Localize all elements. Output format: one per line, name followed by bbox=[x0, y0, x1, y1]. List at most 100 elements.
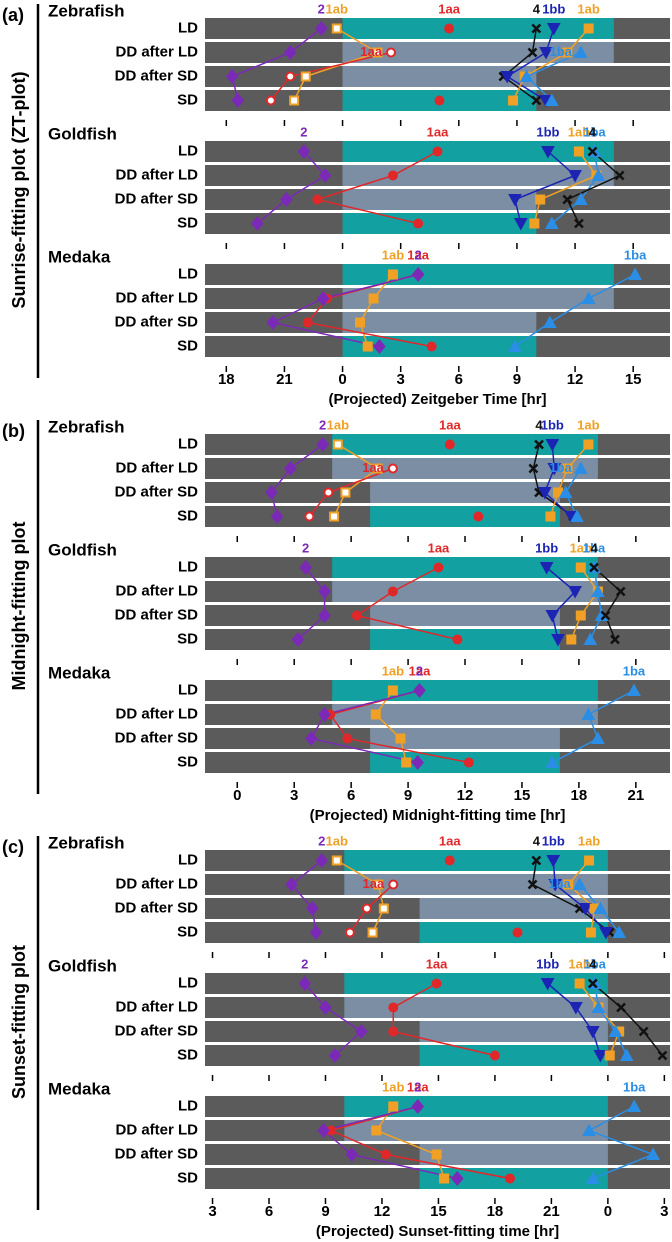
series-line bbox=[314, 150, 438, 225]
marker bbox=[285, 71, 296, 82]
marker bbox=[300, 71, 311, 82]
marker bbox=[531, 855, 542, 866]
gene-label: 2 bbox=[415, 247, 422, 262]
marker bbox=[304, 730, 318, 747]
condition-label: DD after LD bbox=[115, 875, 198, 892]
marker bbox=[547, 463, 562, 476]
series-line bbox=[543, 444, 572, 518]
marker bbox=[452, 634, 463, 645]
series-line bbox=[256, 151, 327, 225]
marker bbox=[546, 23, 561, 36]
marker bbox=[545, 610, 560, 623]
marker bbox=[573, 461, 588, 474]
light-band bbox=[344, 850, 608, 871]
gene-label: 1ab bbox=[577, 1, 599, 16]
marker bbox=[387, 170, 398, 181]
marker bbox=[591, 731, 605, 744]
marker bbox=[329, 511, 340, 522]
series-line bbox=[552, 860, 607, 933]
series-line bbox=[547, 982, 602, 1056]
marker bbox=[573, 146, 584, 157]
x-tick-label: 21 bbox=[627, 787, 644, 804]
condition-label: LD bbox=[178, 558, 198, 575]
marker bbox=[574, 192, 588, 205]
gene-label: 1aa bbox=[438, 1, 460, 16]
condition-label: LD bbox=[178, 19, 198, 36]
marker bbox=[331, 855, 342, 866]
marker bbox=[627, 683, 641, 696]
marker bbox=[545, 755, 560, 768]
marker bbox=[289, 95, 300, 106]
marker bbox=[508, 194, 522, 207]
marker bbox=[463, 757, 474, 768]
gene-label: 4 bbox=[589, 956, 597, 971]
marker bbox=[450, 1170, 464, 1187]
marker bbox=[362, 341, 373, 352]
condition-label: DD after LD bbox=[115, 998, 198, 1015]
gene-label: 1ba bbox=[549, 44, 572, 59]
marker bbox=[500, 71, 515, 84]
light-band bbox=[370, 629, 560, 650]
species-name: Zebrafish bbox=[48, 1, 125, 20]
light-band bbox=[332, 557, 598, 578]
panel-label: (b) bbox=[2, 421, 25, 441]
series-line bbox=[392, 982, 496, 1057]
marker bbox=[616, 1002, 626, 1013]
condition-label: LD bbox=[178, 265, 198, 282]
marker bbox=[395, 733, 406, 744]
marker bbox=[431, 978, 442, 989]
gene-label: 1ab bbox=[578, 833, 600, 848]
species-name: Goldfish bbox=[48, 956, 117, 975]
species-name: Medaka bbox=[48, 247, 111, 266]
condition-label: DD after SD bbox=[115, 483, 199, 500]
marker bbox=[591, 1000, 606, 1013]
marker bbox=[575, 562, 586, 573]
subjective-band bbox=[342, 312, 537, 333]
marker bbox=[562, 47, 573, 58]
marker bbox=[583, 439, 594, 450]
marker bbox=[593, 1050, 608, 1063]
series-line bbox=[290, 859, 323, 933]
x-tick-label: 3 bbox=[397, 371, 405, 388]
subjective-band bbox=[332, 704, 598, 725]
species-name: Medaka bbox=[48, 663, 111, 682]
marker bbox=[411, 266, 425, 283]
condition-label: LD bbox=[178, 681, 198, 698]
condition-label: SD bbox=[177, 753, 198, 770]
marker bbox=[540, 978, 555, 991]
marker bbox=[373, 879, 384, 890]
marker bbox=[537, 487, 552, 500]
gene-label: 1bb bbox=[541, 417, 564, 432]
subjective-band bbox=[342, 189, 537, 210]
marker bbox=[570, 509, 584, 522]
marker bbox=[387, 269, 398, 280]
x-tick-label: 12 bbox=[374, 1203, 391, 1220]
subjective-band bbox=[419, 898, 608, 919]
light-band bbox=[332, 434, 598, 455]
marker bbox=[355, 317, 365, 328]
marker bbox=[614, 170, 625, 181]
condition-label: DD after LD bbox=[115, 43, 198, 60]
condition-label: LD bbox=[178, 435, 198, 452]
x-tick-label: 3 bbox=[208, 1203, 216, 1220]
subjective-band bbox=[342, 165, 614, 186]
marker bbox=[541, 146, 555, 159]
marker bbox=[319, 999, 332, 1016]
marker bbox=[367, 927, 378, 938]
series-line bbox=[533, 151, 598, 224]
marker bbox=[572, 877, 587, 890]
marker bbox=[380, 1149, 391, 1160]
light-band bbox=[370, 506, 560, 527]
marker bbox=[610, 634, 620, 645]
marker bbox=[265, 95, 276, 106]
marker bbox=[539, 47, 553, 60]
marker bbox=[225, 68, 239, 85]
x-tick-label: 21 bbox=[276, 371, 293, 388]
marker bbox=[388, 1002, 399, 1013]
marker bbox=[413, 218, 424, 229]
marker bbox=[539, 562, 554, 575]
gene-label: 1bb bbox=[542, 833, 565, 848]
panel-label: (c) bbox=[2, 837, 24, 857]
x-tick-label: 0 bbox=[233, 787, 241, 804]
species-name: Zebrafish bbox=[48, 833, 125, 852]
